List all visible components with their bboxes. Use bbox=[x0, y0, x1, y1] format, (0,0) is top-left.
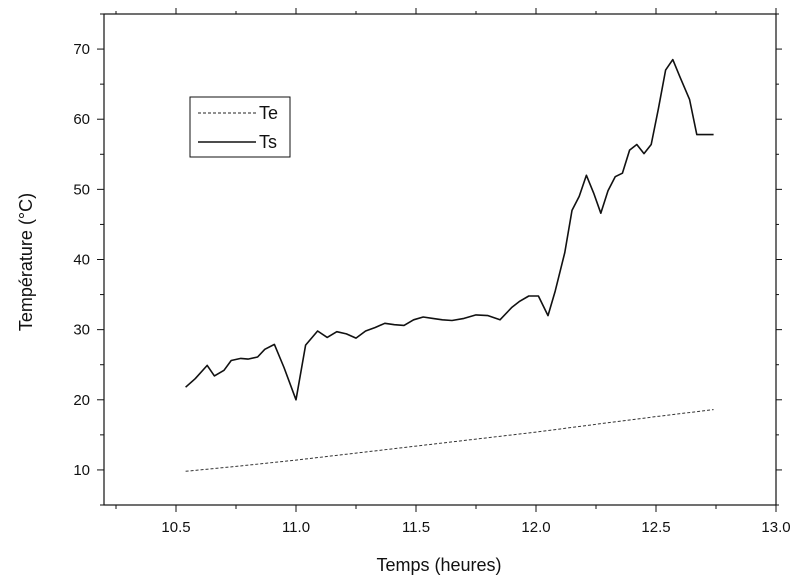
y-tick-label: 10 bbox=[73, 462, 90, 479]
y-tick-label: 30 bbox=[73, 322, 90, 339]
series-line-te bbox=[185, 409, 714, 472]
legend: Te Ts bbox=[189, 96, 291, 158]
plot-frame bbox=[103, 13, 777, 506]
x-tick-label: 12.5 bbox=[641, 519, 670, 536]
y-tick-label: 40 bbox=[73, 252, 90, 269]
x-axis: 10.5 11.0 11.5 12.0 12.5 13.0 bbox=[115, 8, 791, 536]
y-tick-label: 50 bbox=[73, 181, 90, 198]
x-tick-label: 12.0 bbox=[521, 519, 550, 536]
x-tick-label: 13.0 bbox=[761, 519, 790, 536]
legend-label-te: Te bbox=[259, 103, 278, 123]
legend-label-ts: Ts bbox=[259, 132, 277, 152]
x-tick-label: 11.0 bbox=[282, 519, 310, 536]
legend-box bbox=[189, 96, 291, 158]
plot-border bbox=[103, 13, 777, 506]
y-tick-label: 60 bbox=[73, 111, 90, 128]
series-layer bbox=[185, 58, 714, 472]
y-axis: 10 20 30 40 50 60 70 bbox=[73, 13, 782, 506]
y-tick-label: 20 bbox=[73, 392, 90, 409]
x-tick-label: 11.5 bbox=[402, 519, 430, 536]
x-tick-label: 10.5 bbox=[161, 519, 190, 536]
y-axis-title: Température (°C) bbox=[16, 193, 36, 331]
y-tick-label: 70 bbox=[73, 41, 90, 58]
x-axis-title: Temps (heures) bbox=[376, 555, 501, 575]
series-line-ts bbox=[185, 58, 714, 401]
